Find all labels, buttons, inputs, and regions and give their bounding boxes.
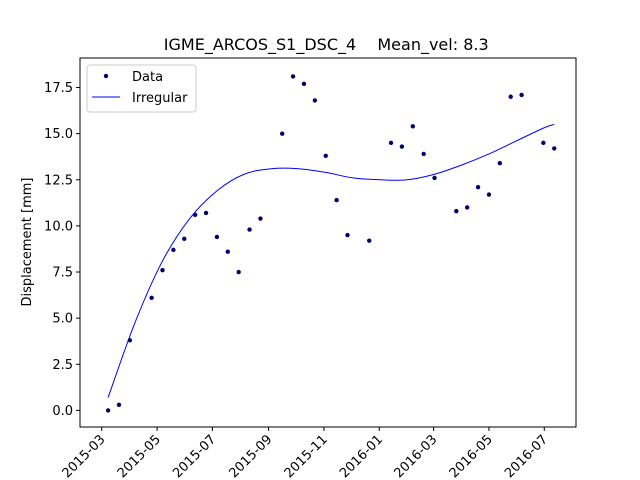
plot-area (79, 57, 577, 428)
data-point (486, 192, 492, 197)
data-point (192, 212, 198, 218)
x-tick-label: 2015-03 (60, 432, 109, 480)
y-axis-label: Displacement [mm] (20, 178, 35, 307)
data-point (290, 74, 296, 79)
data-point (105, 408, 111, 413)
data-point (454, 208, 459, 214)
data-point (258, 216, 263, 221)
data-point (312, 98, 318, 103)
x-tick-label: 2015-09 (226, 432, 275, 480)
data-point (203, 210, 209, 216)
data-point (432, 175, 437, 181)
series-layer (105, 74, 557, 413)
legend-data-label: Data (132, 70, 163, 85)
data-point (301, 81, 307, 87)
x-tick-label: 2016-03 (391, 432, 440, 480)
x-tick-label: 2015-07 (170, 432, 219, 480)
y-tick-label: 2.5 (52, 358, 73, 373)
legend: Data Irregular (86, 64, 197, 113)
data-point (497, 160, 503, 166)
x-axis: 2015-03 2015-05 2015-07 2015-09 2015-11 2016-… (60, 427, 551, 480)
chart-title-main: IGME_ARCOS_S1_DSC_4 (164, 35, 356, 55)
data-point (508, 94, 513, 99)
x-tick-label: 2015-11 (282, 432, 331, 480)
chart-title-velocity: Mean_vel: 8.3 (377, 35, 488, 55)
data-point (127, 338, 133, 343)
y-tick-label: 10.0 (44, 219, 73, 234)
x-tick-label: 2016-01 (337, 432, 386, 480)
x-tick-label: 2015-05 (115, 432, 164, 480)
data-point (149, 295, 154, 301)
series-line-irregular (107, 123, 555, 398)
data-point (182, 236, 187, 242)
y-tick-label: 17.5 (44, 81, 73, 96)
y-tick-label: 0.0 (52, 404, 73, 419)
data-point (541, 140, 546, 146)
x-tick-label: 2016-07 (502, 432, 551, 480)
legend-data-marker (103, 73, 109, 79)
data-point (247, 227, 252, 232)
data-point (421, 151, 426, 157)
data-point (225, 249, 231, 254)
y-tick-label: 12.5 (44, 173, 73, 188)
data-point (519, 92, 524, 98)
legend-box (86, 64, 197, 113)
data-point (464, 205, 470, 210)
data-point (410, 124, 415, 129)
data-point (552, 146, 557, 151)
y-axis: 0.0 2.5 5.0 7.5 10.0 12.5 15.0 17.5 (44, 81, 80, 419)
data-point (236, 269, 241, 275)
data-point (388, 140, 394, 146)
data-point (116, 402, 122, 408)
y-tick-label: 15.0 (44, 127, 73, 142)
data-point (171, 247, 176, 253)
legend-irregular-label: Irregular (132, 91, 188, 106)
data-point (280, 131, 285, 136)
data-point (334, 197, 339, 203)
data-point (323, 153, 328, 158)
data-point (367, 238, 372, 243)
data-point (214, 234, 220, 240)
data-point (475, 184, 481, 190)
y-tick-label: 7.5 (52, 266, 73, 281)
data-point (399, 144, 405, 149)
y-tick-label: 5.0 (52, 312, 73, 327)
data-point (160, 267, 165, 273)
x-tick-label: 2016-05 (447, 432, 496, 480)
data-point (345, 232, 350, 238)
